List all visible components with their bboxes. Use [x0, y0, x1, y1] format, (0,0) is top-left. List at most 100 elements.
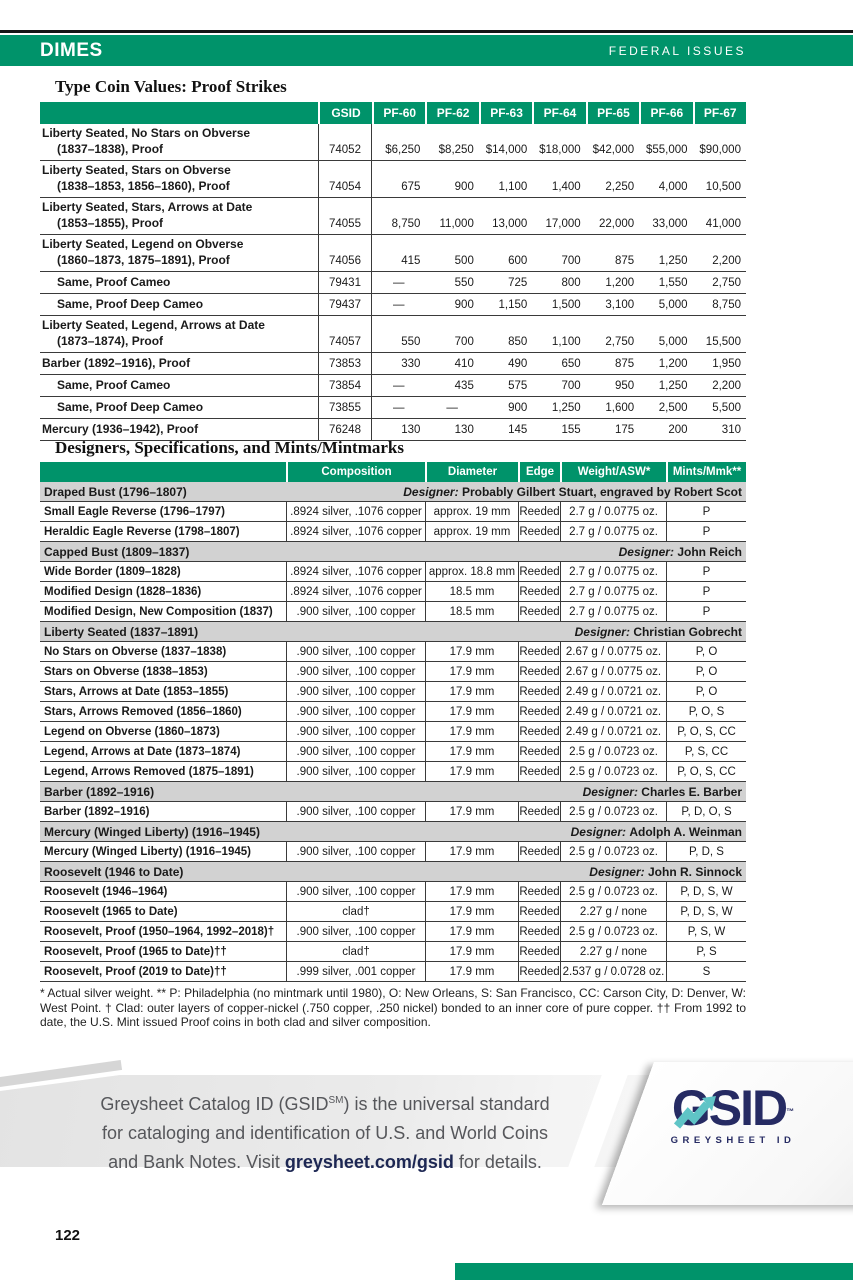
- diameter-cell: 18.5 mm: [425, 582, 518, 601]
- value-cell: 130: [401, 424, 421, 436]
- section-name: Capped Bust (1809–1837): [44, 544, 190, 559]
- footer-bar: [455, 1263, 853, 1280]
- mints-cell: P, S, W: [666, 922, 746, 941]
- row-name: Liberty Seated, Legend, Arrows at Date (1…: [40, 316, 318, 352]
- diameter-cell: 17.9 mm: [425, 882, 518, 901]
- row-name-line1: Mercury (1936–1942), Proof: [42, 421, 199, 436]
- mints-cell: P, S: [666, 942, 746, 961]
- trademark-icon: ™: [786, 1107, 795, 1116]
- diameter-cell: 17.9 mm: [425, 962, 518, 981]
- value-cell: 1,250: [658, 380, 688, 392]
- composition-cell: .900 silver, .100 copper: [286, 642, 425, 661]
- table-row: Liberty Seated, Legend on Obverse (1860–1…: [40, 235, 746, 272]
- diameter-cell: 17.9 mm: [425, 762, 518, 781]
- row-name: Modified Design, New Composition (1837): [44, 605, 273, 618]
- gsid-logo-subtext: GREYSHEET ID: [670, 1135, 796, 1146]
- value-cell: 700: [454, 336, 474, 348]
- composition-cell: .900 silver, .100 copper: [286, 722, 425, 741]
- banner-line1-suffix: ) is the universal standard: [343, 1094, 550, 1114]
- row-name: Roosevelt, Proof (1950–1964, 1992–2018)†: [44, 925, 275, 938]
- row-name: Stars, Arrows at Date (1853–1855): [44, 685, 229, 698]
- value-cell: 410: [454, 358, 474, 370]
- value-cell: $6,250: [385, 144, 421, 156]
- edge-cell: Reeded: [518, 722, 560, 741]
- value-cell: 8,750: [712, 299, 741, 311]
- row-name: Liberty Seated, No Stars on Obverse (1837…: [40, 124, 318, 160]
- value-cell: 725: [508, 277, 528, 289]
- banner-text: Greysheet Catalog ID (GSIDSM) is the uni…: [55, 1086, 595, 1177]
- row-name: Heraldic Eagle Reverse (1798–1807): [44, 525, 240, 538]
- column-header: Diameter: [425, 462, 518, 482]
- column-header: Composition: [286, 462, 425, 482]
- gsid-cell: 74056: [318, 235, 372, 271]
- row-name: Mercury (1936–1942), Proof: [40, 419, 318, 440]
- mints-cell: P, O, S, CC: [666, 762, 746, 781]
- mints-cell: P: [666, 582, 746, 601]
- value-cell: 22,000: [598, 218, 635, 230]
- gsid-cell: 74055: [318, 198, 372, 234]
- mints-cell: P, O: [666, 682, 746, 701]
- value-cell: 2,750: [712, 277, 741, 289]
- value-cell: $42,000: [592, 144, 635, 156]
- row-name: Stars, Arrows Removed (1856–1860): [44, 705, 242, 718]
- designer-name: Charles E. Barber: [641, 784, 742, 799]
- gsid-cell: 79431: [318, 272, 372, 293]
- table-row: Wide Border (1809–1828) .8924 silver, .10…: [40, 562, 746, 582]
- row-name-line1: Same, Proof Cameo: [57, 274, 171, 289]
- value-cell: 1,550: [658, 277, 688, 289]
- table-row: Heraldic Eagle Reverse (1798–1807) .8924 …: [40, 522, 746, 542]
- section-name: Roosevelt (1946 to Date): [44, 864, 184, 879]
- value-cell: 1,200: [658, 358, 688, 370]
- designer-label: Designer:: [589, 864, 648, 879]
- column-header: GSID: [318, 102, 372, 124]
- row-name: Mercury (Winged Liberty) (1916–1945): [44, 845, 251, 858]
- value-cell: 950: [614, 380, 635, 392]
- page-title: DIMES: [40, 39, 103, 61]
- column-header: PF-60: [372, 102, 426, 124]
- gsid-logo: GSID™ GREYSHEET ID: [648, 1082, 818, 1146]
- weight-cell: 2.27 g / none: [560, 942, 666, 961]
- value-cell: 15,500: [705, 336, 741, 348]
- proof-table-header-row: GSID PF-60 PF-62 PF-63 PF-64 PF-65 PF-66 PF-67: [40, 102, 746, 124]
- table-row: Same, Proof Cameo 79431 — 550 725 800 1,200 1,5…: [40, 272, 746, 294]
- weight-cell: 2.5 g / 0.0723 oz.: [560, 762, 666, 781]
- table-row: Legend, Arrows Removed (1875–1891) .900 s…: [40, 762, 746, 782]
- edge-cell: Reeded: [518, 942, 560, 961]
- designer-label: Designer:: [574, 624, 634, 639]
- value-cell: 435: [454, 380, 474, 392]
- composition-cell: .900 silver, .100 copper: [286, 802, 425, 821]
- weight-cell: 2.537 g / 0.0728 oz.: [560, 962, 666, 981]
- value-cell: $90,000: [699, 144, 741, 156]
- column-header: [40, 102, 318, 124]
- diameter-cell: 17.9 mm: [425, 922, 518, 941]
- diameter-cell: 17.9 mm: [425, 842, 518, 861]
- column-header: Mints/Mmk**: [666, 462, 746, 482]
- gsid-cell: 76248: [318, 419, 372, 440]
- mints-cell: P, O, S, CC: [666, 722, 746, 741]
- mints-cell: P, D, S: [666, 842, 746, 861]
- diameter-cell: 17.9 mm: [425, 682, 518, 701]
- designer-label: Designer:: [403, 484, 462, 499]
- gsid-cell: 73855: [318, 397, 372, 418]
- table-row: Modified Design, New Composition (1837).…: [40, 602, 746, 622]
- diameter-cell: approx. 19 mm: [425, 502, 518, 521]
- value-cell: —: [392, 402, 405, 414]
- row-name: Same, Proof Deep Cameo: [40, 294, 318, 315]
- value-cell: —: [392, 277, 405, 289]
- edge-cell: Reeded: [518, 902, 560, 921]
- footnote-text: * Actual silver weight. ** P: Philadelph…: [40, 986, 746, 1029]
- diameter-cell: 17.9 mm: [425, 662, 518, 681]
- row-name-line2: (1838–1853, 1856–1860), Proof: [57, 178, 230, 193]
- row-name: Same, Proof Cameo: [40, 272, 318, 293]
- value-cell: 1,950: [712, 358, 741, 370]
- edge-cell: Reeded: [518, 582, 560, 601]
- value-cell: 900: [454, 181, 474, 193]
- value-cell: 130: [454, 424, 474, 436]
- value-cell: 900: [454, 299, 474, 311]
- value-cell: 1,500: [551, 299, 581, 311]
- value-cell: 33,000: [652, 218, 688, 230]
- gsid-cell: 74052: [318, 124, 372, 160]
- row-name: Roosevelt, Proof (2019 to Date)††: [44, 965, 227, 978]
- composition-cell: .900 silver, .100 copper: [286, 662, 425, 681]
- diameter-cell: 17.9 mm: [425, 942, 518, 961]
